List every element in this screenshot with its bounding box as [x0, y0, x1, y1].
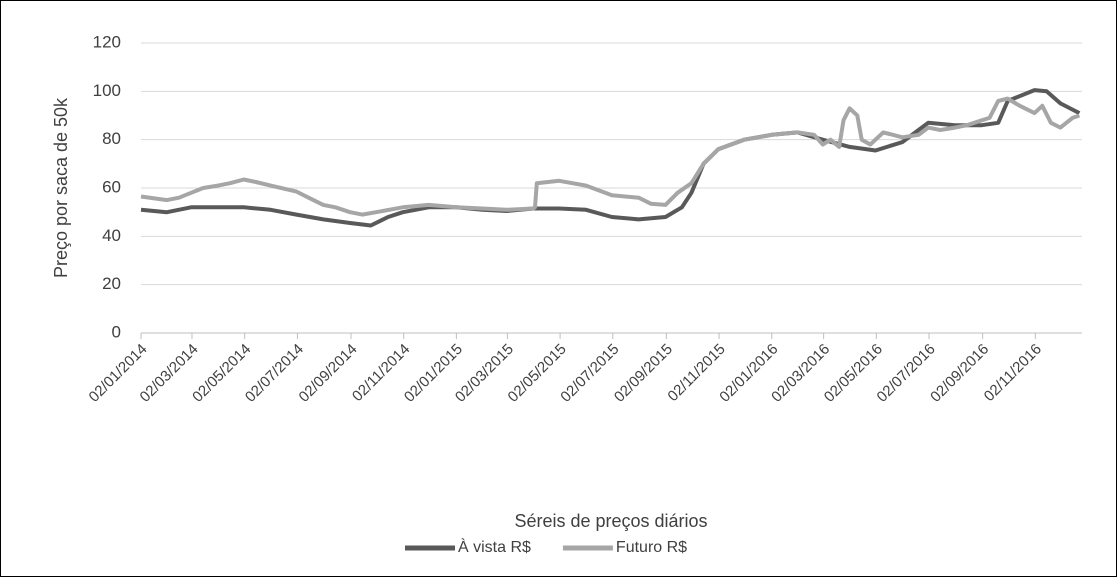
y-tick-label: 60	[102, 177, 121, 196]
y-tick-label: 20	[102, 274, 121, 293]
series-line	[140, 96, 1081, 217]
y-tick-label: 80	[102, 129, 121, 148]
y-axis-title: Preço por saca de 50k	[51, 97, 71, 278]
y-tick-label: 40	[102, 226, 121, 245]
y-tick-label: 120	[93, 32, 121, 51]
x-axis-title: Séreis de preços diários	[514, 511, 707, 531]
y-tick-label: 100	[93, 81, 121, 100]
legend-label: À vista R$	[458, 537, 531, 556]
legend-label: Futuro R$	[616, 539, 687, 556]
y-tick-label: 0	[112, 322, 121, 341]
